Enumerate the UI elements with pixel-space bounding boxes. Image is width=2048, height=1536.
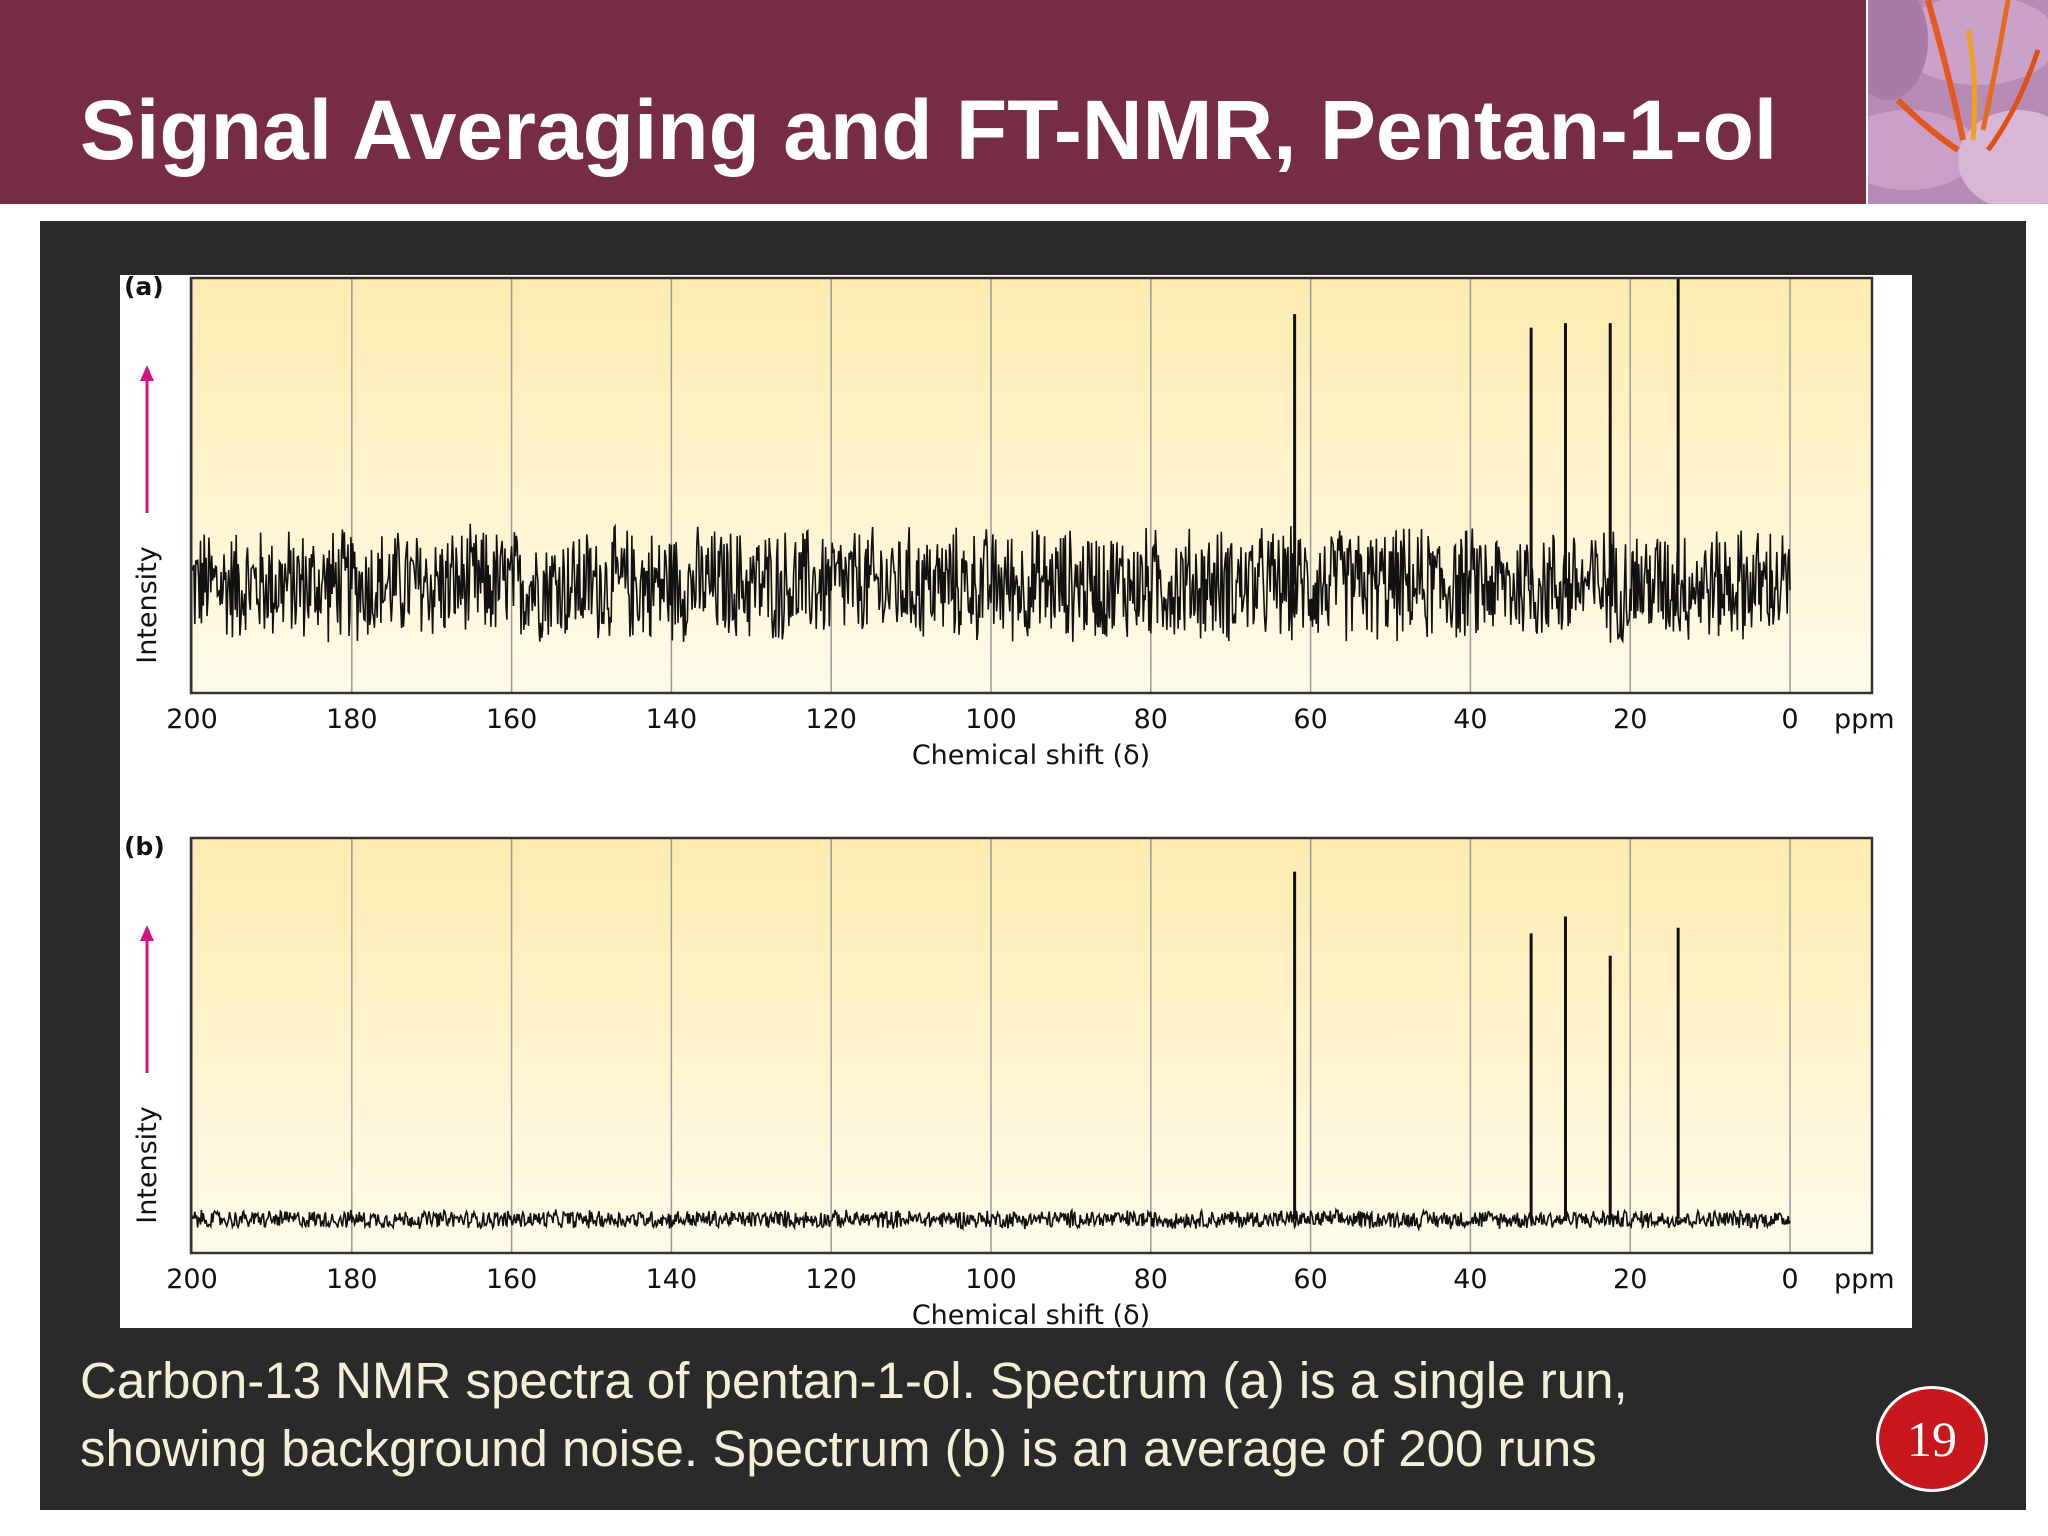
intensity-arrowhead	[140, 925, 154, 941]
panel-label: (b)	[124, 832, 165, 861]
x-axis-label: Chemical shift (δ)	[912, 740, 1150, 771]
figure-caption: Carbon-13 NMR spectra of pentan-1-ol. Sp…	[80, 1347, 1840, 1483]
x-tick-label-20: 20	[1613, 1264, 1647, 1295]
page-number: 19	[1907, 1411, 1957, 1467]
x-tick-label-100: 100	[965, 1264, 1017, 1295]
saffron-flower-icon	[1868, 0, 2048, 204]
slide-title: Signal Averaging and FT-NMR, Pentan-1-ol	[80, 83, 1778, 177]
x-tick-label-200: 200	[166, 1264, 218, 1295]
x-tick-label-160: 160	[486, 704, 538, 735]
intensity-arrowhead	[140, 365, 154, 381]
noise-trace	[191, 523, 1791, 644]
x-unit-label: ppm	[1834, 704, 1895, 735]
x-tick-label-140: 140	[646, 704, 698, 735]
x-tick-label-0: 0	[1781, 1264, 1798, 1295]
spectrum-b: 200 180 160 140 120 100 80 60 40 20 0(b)Intensityp…	[124, 832, 1895, 1328]
x-tick-label-160: 160	[486, 1264, 538, 1295]
x-tick-label-60: 60	[1293, 704, 1327, 735]
x-tick-label-180: 180	[326, 704, 378, 735]
x-tick-label-100: 100	[965, 704, 1017, 735]
x-tick-label-180: 180	[326, 1264, 378, 1295]
caption-line-2: showing background noise. Spectrum (b) i…	[80, 1420, 1597, 1477]
plot-background	[191, 278, 1872, 693]
y-axis-label: Intensity	[132, 546, 163, 664]
x-tick-label-60: 60	[1293, 1264, 1327, 1295]
x-unit-label: ppm	[1834, 1264, 1895, 1295]
x-tick-label-0: 0	[1781, 704, 1798, 735]
plot-background	[191, 838, 1872, 1253]
title-bar	[0, 0, 1866, 204]
x-tick-label-80: 80	[1134, 704, 1168, 735]
x-tick-label-40: 40	[1453, 704, 1487, 735]
page-number-badge: 19	[1876, 1386, 1988, 1492]
y-axis-label: Intensity	[132, 1106, 163, 1224]
x-tick-label-200: 200	[166, 704, 218, 735]
x-tick-label-20: 20	[1613, 704, 1647, 735]
spectrum-a: 200 180 160 140 120 100 80 60 40 20 0(a)Intensityp…	[124, 275, 1895, 771]
x-tick-label-40: 40	[1453, 1264, 1487, 1295]
nmr-figure: 200 180 160 140 120 100 80 60 40 20 0 (a) Intensity p…	[120, 275, 1912, 1328]
x-tick-label-140: 140	[646, 1264, 698, 1295]
x-axis-label: Chemical shift (δ)	[912, 1300, 1150, 1328]
plot-frame	[189, 836, 1874, 1255]
x-tick-label-120: 120	[805, 704, 857, 735]
caption-line-1: Carbon-13 NMR spectra of pentan-1-ol. Sp…	[80, 1352, 1628, 1409]
x-tick-label-80: 80	[1134, 1264, 1168, 1295]
x-tick-label-120: 120	[805, 1264, 857, 1295]
plot-frame	[189, 276, 1874, 695]
noise-trace	[191, 1207, 1791, 1232]
panel-label: (a)	[124, 275, 164, 301]
